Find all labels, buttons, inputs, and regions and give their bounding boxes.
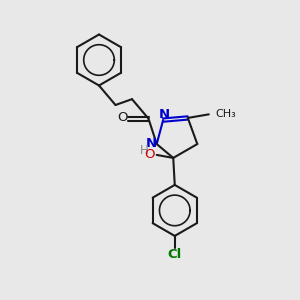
Text: N: N bbox=[146, 137, 157, 150]
Text: H: H bbox=[140, 144, 149, 157]
Text: O: O bbox=[144, 148, 154, 161]
Text: N: N bbox=[159, 108, 170, 121]
Text: Cl: Cl bbox=[168, 248, 182, 261]
Text: O: O bbox=[117, 111, 127, 124]
Text: CH₃: CH₃ bbox=[215, 109, 236, 119]
